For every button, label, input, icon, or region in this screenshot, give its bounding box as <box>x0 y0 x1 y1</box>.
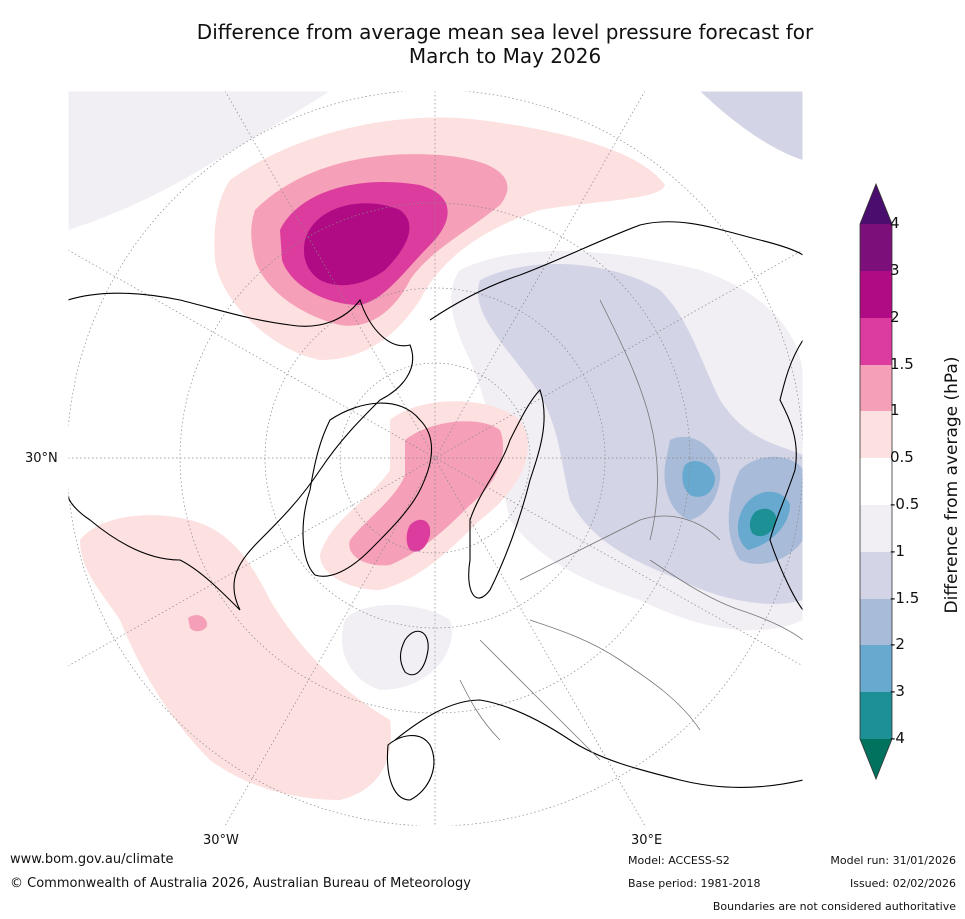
graticule-circle-1 <box>339 362 531 554</box>
colorbar-bin-neg-1.5-2 <box>860 599 892 645</box>
colorbar-bin-neg-2-3 <box>860 645 892 692</box>
coastlines <box>68 221 803 801</box>
graticule <box>68 91 803 826</box>
colorbar-outline <box>859 182 893 781</box>
colorbar-tick: -4 <box>890 729 905 747</box>
border-1 <box>519 515 721 581</box>
colorbar-tick: -2 <box>890 635 905 653</box>
footer-copyright: © Commonwealth of Australia 2026, Austra… <box>10 876 471 891</box>
colorbar-tick: 1.5 <box>890 355 914 373</box>
meridian-b <box>224 91 646 826</box>
colorbar-bin-1-1.5 <box>860 365 892 411</box>
anomaly-positive-greenland-1.5 <box>406 519 431 552</box>
anomaly-negative-moderate <box>682 460 715 497</box>
border-5 <box>529 619 701 731</box>
coast-eurasia-north <box>429 221 803 321</box>
anomaly-negative-siberia <box>478 263 803 604</box>
colorbar-tick: -1.5 <box>890 589 920 607</box>
lon-label-30e: 30°E <box>631 833 663 848</box>
footer-base-period: Base period: 1981-2018 <box>628 877 761 890</box>
anomaly-positive-pacific-2 <box>303 203 410 286</box>
colorbar-tick: 4 <box>890 214 900 232</box>
map-frame <box>67 90 804 827</box>
title-line-2: March to May 2026 <box>408 44 602 68</box>
lon-label-30w: 30°W <box>203 833 239 848</box>
colorbar-tick: -3 <box>890 682 905 700</box>
coast-east-asia <box>769 339 803 611</box>
colorbar-bin-1.5-2 <box>860 318 892 365</box>
colorbar-extension-top <box>860 184 892 224</box>
footer-model-run: Model run: 31/01/2026 <box>830 854 956 867</box>
coast-north-america <box>68 292 414 611</box>
border-4 <box>649 559 803 641</box>
coast-europe <box>394 699 803 789</box>
colorbar-tick: 3 <box>890 261 900 279</box>
coast-greenland <box>302 402 433 577</box>
meridian-d <box>68 249 803 667</box>
footer-issued: Issued: 02/02/2026 <box>849 877 956 890</box>
colorbar-tick: -0.5 <box>890 495 920 513</box>
footer-model: Model: ACCESS-S2 <box>628 854 730 867</box>
colorbar-tick: -1 <box>890 542 905 560</box>
anomaly-positive-atlantic <box>80 515 391 800</box>
footer-website: www.bom.gov.au/climate <box>10 852 174 867</box>
meridian-c <box>68 249 803 667</box>
colorbar-extension-bottom <box>860 739 892 779</box>
anomaly-negative-europe-west <box>341 605 452 690</box>
footer-disclaimer: Boundaries are not considered authoritat… <box>712 900 956 913</box>
colorbar-bin-neutral <box>860 458 892 505</box>
meridian-a <box>224 91 646 826</box>
border-2 <box>599 299 658 541</box>
coast-scandinavia <box>468 388 545 599</box>
title-line-1: Difference from average mean sea level p… <box>196 20 814 44</box>
lat-label-30n: 30°N <box>25 451 58 466</box>
anomaly-negative-strongest <box>749 508 777 537</box>
colorbar-bin-2-3 <box>860 271 892 318</box>
colorbar-tick: 0.5 <box>890 448 914 466</box>
colorbar-tick: 1 <box>890 401 900 419</box>
colorbar-bin-neg-3-4 <box>860 692 892 739</box>
coast-uk <box>399 630 429 676</box>
colorbar-bin-neg-0.5-1 <box>860 505 892 552</box>
colorbar <box>859 182 893 781</box>
country-borders <box>459 299 803 761</box>
colorbar-bin-0.5-1 <box>860 411 892 458</box>
anomaly-negative-weak-northeast <box>700 91 803 160</box>
colorbar-title: Difference from average (hPa) <box>942 356 962 614</box>
border-3 <box>479 639 601 761</box>
colorbar-bin-3-4 <box>860 224 892 271</box>
coast-iberia <box>386 735 435 801</box>
map-title: Difference from average mean sea level p… <box>0 20 965 68</box>
colorbar-tick: 2 <box>890 308 900 326</box>
anomaly-positive-atlantic-1 <box>188 615 208 632</box>
border-6 <box>459 679 501 741</box>
anomaly-negative-weak-upper-left <box>68 91 330 230</box>
anomaly-positive-greenland-1 <box>349 421 504 566</box>
colorbar-bin-neg-1-1.5 <box>860 552 892 599</box>
